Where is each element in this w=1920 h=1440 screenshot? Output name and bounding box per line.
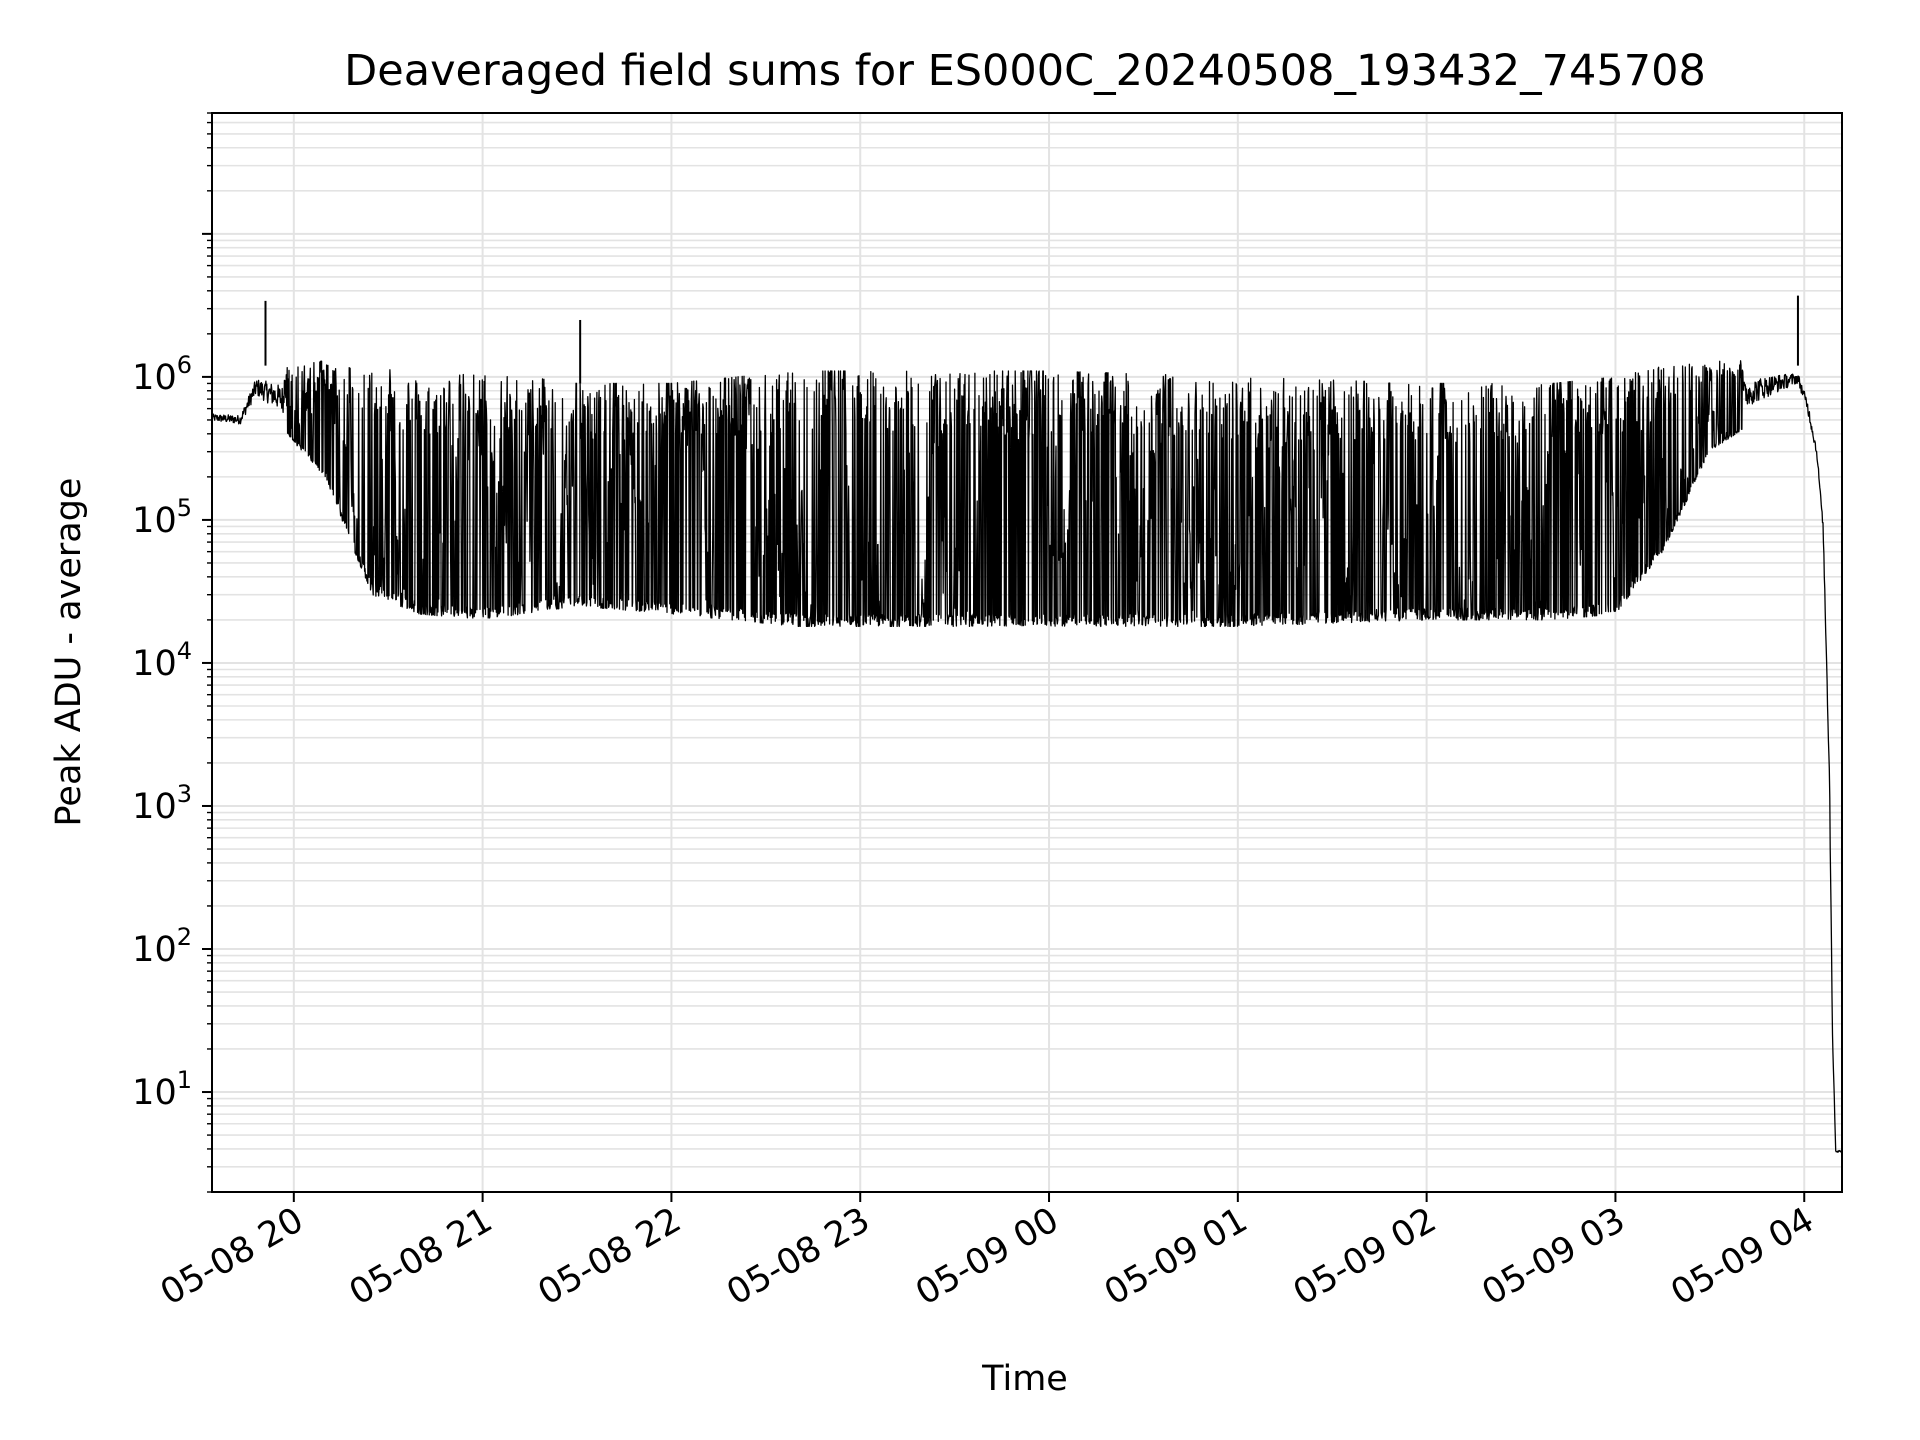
chart-title: Deaveraged field sums for ES000C_2024050… [344, 46, 1706, 96]
y-tick-exponent: 6 [177, 351, 192, 379]
y-tick-label: 103 [132, 780, 192, 827]
y-tick-label: 106 [132, 351, 192, 398]
plot-frame [211, 112, 1843, 1193]
y-tick-label: 105 [132, 494, 192, 541]
y-tick-exponent: 5 [177, 494, 192, 522]
y-tick-exponent: 4 [177, 637, 192, 665]
y-tick-label: 104 [132, 637, 192, 684]
y-tick-exponent: 1 [177, 1066, 192, 1094]
y-tick-label: 102 [132, 923, 192, 970]
series-line [211, 360, 1843, 1153]
y-tick-exponent: 2 [177, 923, 192, 951]
y-tick-base: 10 [132, 501, 177, 541]
x-axis-label: Time [981, 1359, 1068, 1399]
y-tick-base: 10 [132, 787, 177, 827]
y-tick-exponent: 3 [177, 780, 192, 808]
y-tick-base: 10 [132, 358, 177, 398]
series [211, 295, 1843, 1153]
grid [212, 112, 1842, 1193]
y-tick-base: 10 [132, 644, 177, 684]
y-tick-base: 10 [132, 930, 177, 970]
y-axis-label: Peak ADU - average [49, 478, 89, 827]
y-tick-base: 10 [132, 1073, 177, 1113]
y-tick-label: 101 [132, 1066, 192, 1113]
